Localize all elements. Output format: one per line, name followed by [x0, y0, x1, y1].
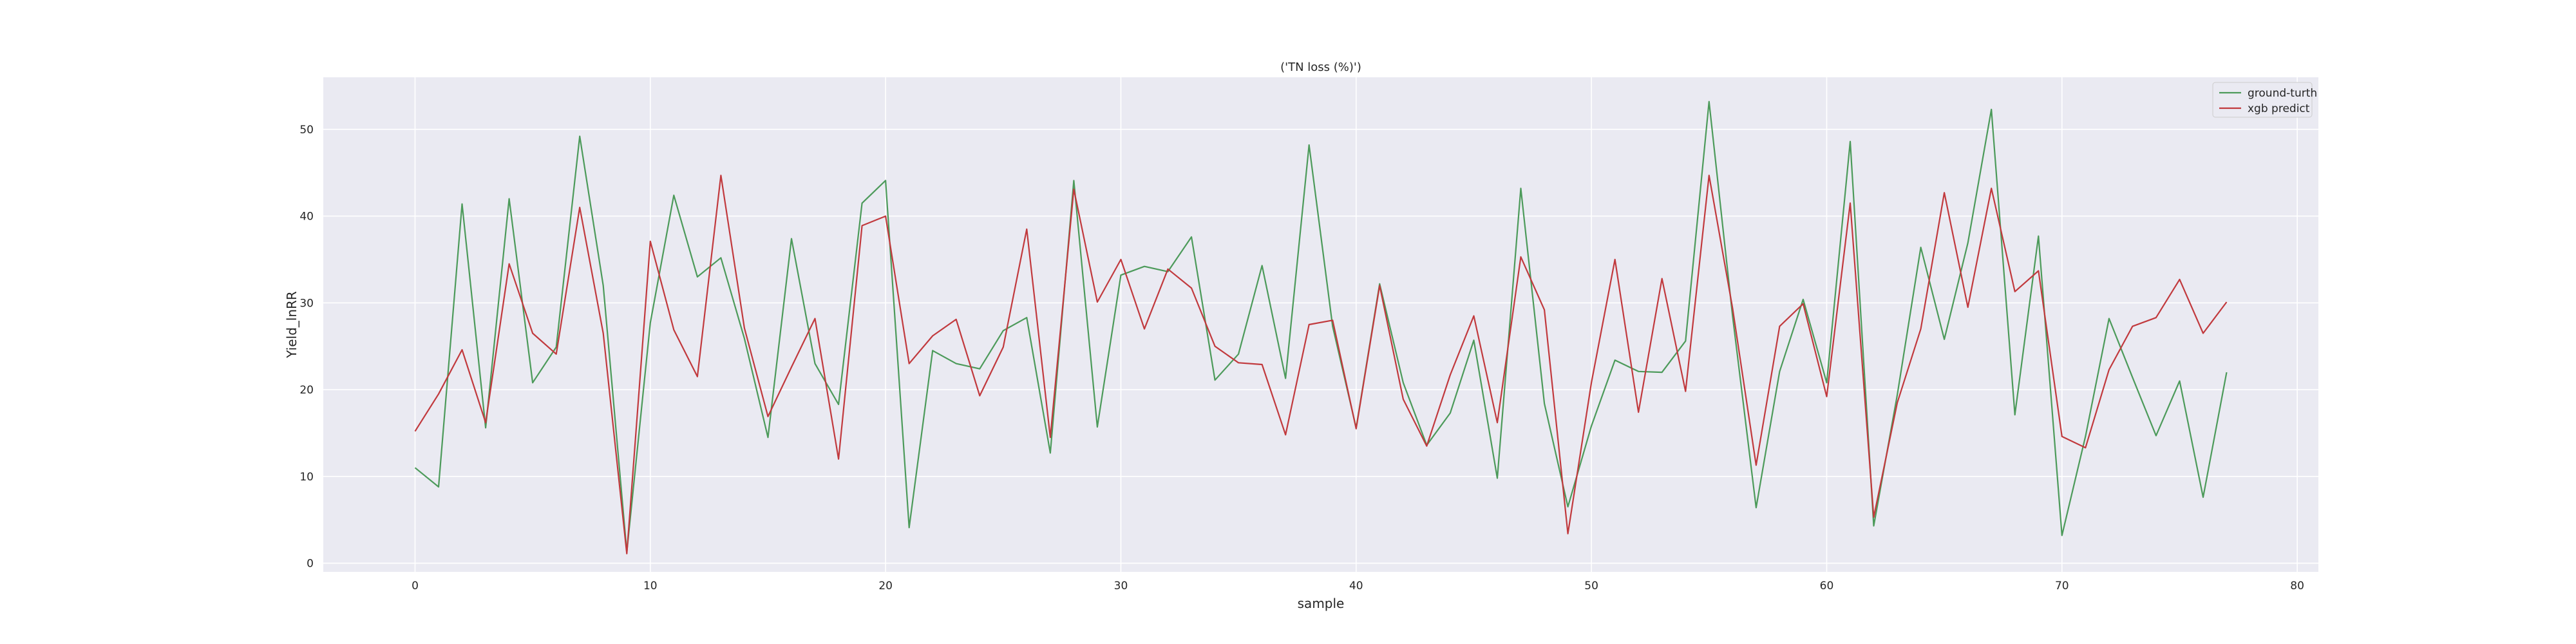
y-axis-ticks: 0 10 20 30 40 50 [299, 124, 314, 571]
y-tick-label: 0 [307, 558, 314, 571]
series-line-xgb-predict [414, 175, 2228, 554]
x-tick-label: 70 [2055, 580, 2069, 592]
x-tick-label: 40 [1349, 580, 1363, 592]
x-axis-ticks: 0 10 20 30 40 50 60 70 80 [412, 580, 2304, 592]
grid-lines [323, 77, 2318, 572]
x-axis-title: sample [1298, 596, 1345, 611]
series-lines [414, 100, 2228, 554]
series-line-ground-turth [414, 100, 2228, 553]
legend-label-xgb-predict: xgb predict [2248, 102, 2310, 115]
y-tick-label: 30 [299, 297, 314, 310]
x-tick-label: 20 [878, 580, 893, 592]
x-tick-label: 50 [1584, 580, 1598, 592]
chart-title: ('TN loss (%)') [1280, 61, 1361, 74]
legend: ground-turth xgb predict [2212, 82, 2317, 118]
x-tick-label: 30 [1114, 580, 1128, 592]
y-axis-title: Yield_lnRR [284, 291, 299, 359]
y-tick-label: 20 [299, 384, 314, 397]
x-tick-label: 10 [643, 580, 658, 592]
plot-area [323, 77, 2318, 572]
y-tick-label: 50 [299, 124, 314, 137]
legend-label-ground-turth: ground-turth [2248, 87, 2317, 100]
x-tick-label: 0 [412, 580, 419, 592]
x-tick-label: 60 [1820, 580, 1834, 592]
y-tick-label: 10 [299, 471, 314, 484]
y-tick-label: 40 [299, 211, 314, 223]
x-tick-label: 80 [2290, 580, 2304, 592]
